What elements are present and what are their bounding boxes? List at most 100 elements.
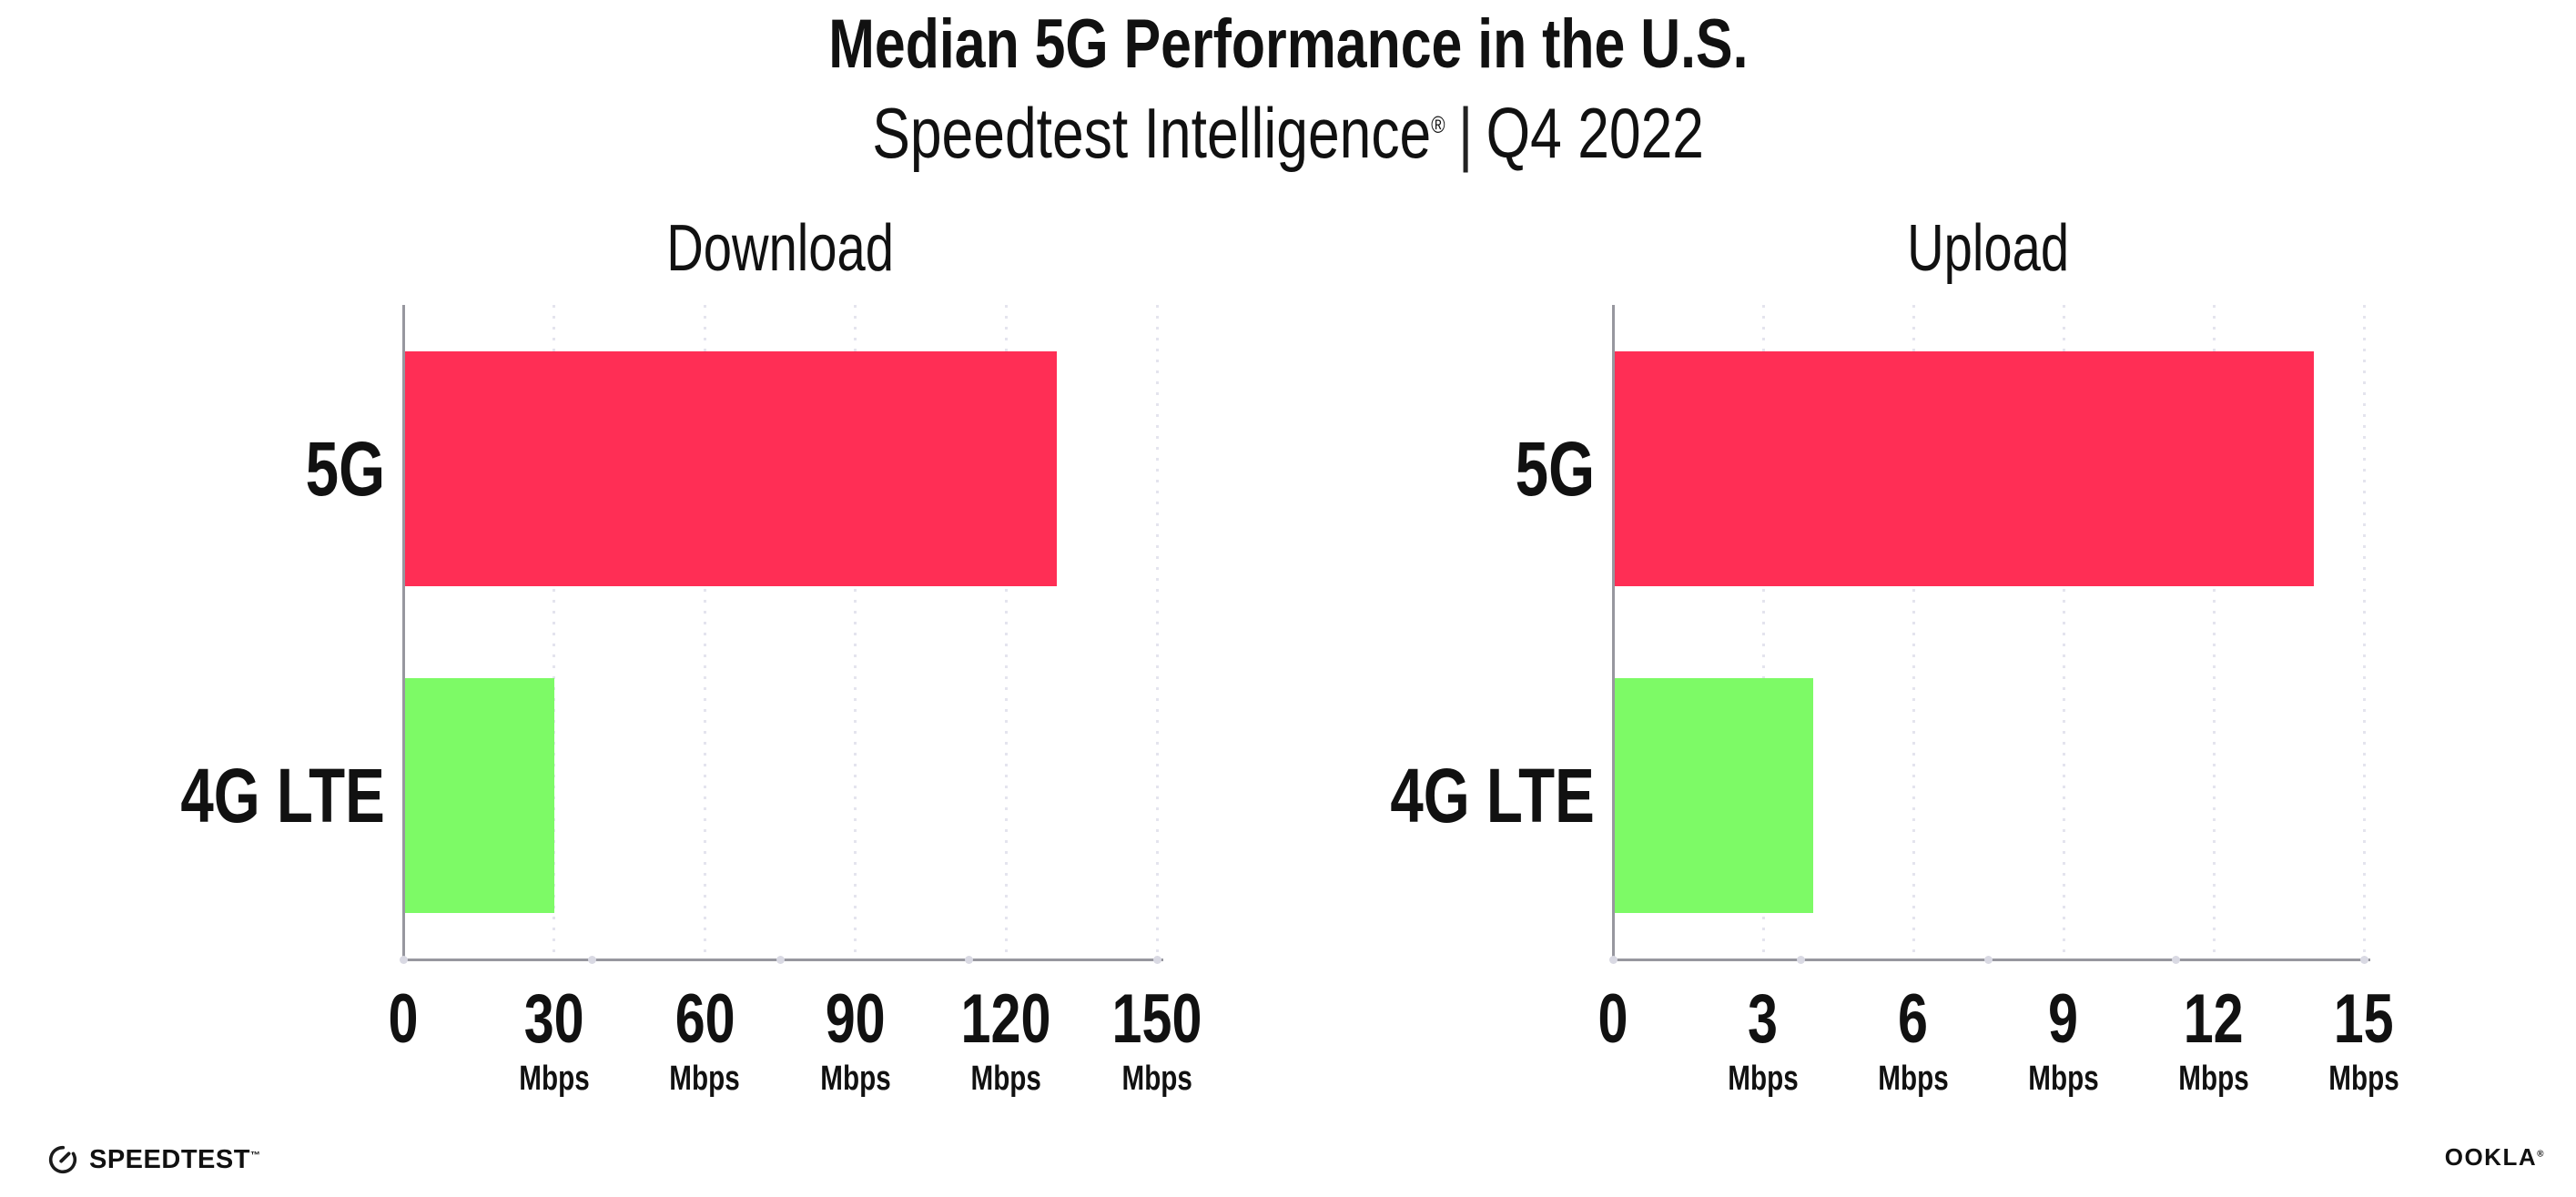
x-tick-label: 12 Mbps [2168, 983, 2258, 1099]
x-tick-label: 0 [384, 983, 422, 1056]
tick-value-text: 3 [1748, 980, 1779, 1058]
tick-value-text: 15 [2334, 980, 2394, 1058]
category-label-text: 4G LTE [180, 753, 385, 839]
tick-unit-text: Mbps [1121, 1060, 1192, 1098]
plot-area [399, 305, 1163, 964]
x-axis [1612, 958, 2370, 961]
gridline [1155, 305, 1159, 959]
tick-value: 3 [1718, 983, 1808, 1056]
tick-value-text: 60 [674, 980, 735, 1058]
tick-value: 15 [2318, 983, 2409, 1056]
x-tick-label: 60 Mbps [660, 980, 750, 1099]
y-axis [1612, 305, 1615, 959]
axis-tick-dot [2172, 955, 2181, 964]
speedtest-trademark-mark: ™ [249, 1149, 261, 1161]
tick-unit-text: Mbps [1728, 1060, 1799, 1098]
tick-value-text: 0 [388, 980, 419, 1058]
gridline [2362, 305, 2366, 959]
x-tick-label: 0 [1594, 983, 1632, 1056]
registered-trademark-mark: ® [1431, 111, 1445, 138]
panel-title-text: Download [666, 212, 894, 285]
plot-area [1608, 305, 2370, 964]
tick-unit-text: Mbps [1878, 1060, 1949, 1098]
tick-unit: Mbps [1868, 1060, 1958, 1098]
tick-value: 150 [1100, 983, 1215, 1056]
gridline [553, 305, 556, 959]
page-subtitle: Speedtest Intelligence® | Q4 2022 [0, 87, 2576, 178]
category-label-text: 4G LTE [1390, 753, 1595, 839]
category-label-5g: 5G [21, 428, 385, 510]
axis-tick-dot [1796, 955, 1805, 964]
x-axis [402, 958, 1163, 961]
tick-value-text: 0 [1597, 980, 1628, 1058]
page-title-text: Median 5G Performance in the U.S. [827, 5, 1749, 83]
gridline [1004, 305, 1008, 959]
speedtest-wordmark: SPEEDTEST™ [89, 1145, 260, 1175]
axis-tick-dot [399, 955, 408, 964]
tick-unit: Mbps [948, 1060, 1064, 1098]
axis-tick-dot [1152, 955, 1161, 964]
x-tick-label: 3 Mbps [1718, 983, 1808, 1099]
tick-value: 90 [810, 983, 900, 1056]
category-label-4g-lte: 4G LTE [1231, 755, 1595, 837]
tick-unit: Mbps [660, 1060, 750, 1098]
tick-unit-text: Mbps [2178, 1060, 2249, 1098]
tick-value-text: 120 [960, 980, 1051, 1058]
tick-value-text: 90 [825, 980, 886, 1058]
gridline [854, 305, 857, 959]
ookla-logo: OOKLA® [2445, 1143, 2545, 1172]
tick-value: 120 [948, 983, 1064, 1056]
speedtest-logo: SPEEDTEST™ [47, 1144, 260, 1175]
axis-tick-dot [2359, 955, 2368, 964]
tick-value: 0 [384, 983, 422, 1056]
category-label-text: 5G [1515, 425, 1595, 512]
tick-unit: Mbps [2018, 1060, 2108, 1098]
subtitle-period: Q4 2022 [1486, 93, 1704, 173]
tick-unit-text: Mbps [970, 1060, 1042, 1098]
x-tick-label: 30 Mbps [509, 983, 599, 1099]
x-tick-label: 9 Mbps [2018, 983, 2108, 1099]
tick-unit: Mbps [1718, 1060, 1808, 1098]
speedtest-label-text: SPEEDTEST [89, 1144, 250, 1174]
subtitle-separator: | [1457, 93, 1474, 173]
ookla-label-text: OOKLA [2444, 1143, 2538, 1171]
axis-tick-dot [964, 955, 973, 964]
tick-unit: Mbps [2318, 1060, 2409, 1098]
tick-unit: Mbps [2168, 1060, 2258, 1098]
tick-unit-text: Mbps [2028, 1060, 2099, 1098]
tick-value-text: 12 [2184, 980, 2244, 1058]
x-tick-label: 150 Mbps [1100, 983, 1215, 1099]
panel-title-upload: Upload [1613, 211, 2364, 286]
tick-unit-text: Mbps [518, 1060, 590, 1098]
download-5g-bar [403, 350, 1057, 586]
gridline [1912, 305, 1915, 959]
tick-value: 6 [1868, 983, 1958, 1056]
tick-unit: Mbps [1100, 1060, 1215, 1098]
tick-value-text: 6 [1898, 980, 1929, 1058]
tick-value-text: 150 [1111, 980, 1202, 1058]
tick-unit-text: Mbps [2328, 1060, 2399, 1098]
tick-value: 0 [1594, 983, 1632, 1056]
axis-tick-dot [776, 955, 785, 964]
tick-unit-text: Mbps [669, 1060, 740, 1098]
axis-tick-dot [1984, 955, 1993, 964]
y-axis [402, 305, 405, 959]
subtitle-brand: Speedtest Intelligence [872, 93, 1432, 173]
speedtest-gauge-icon [47, 1144, 78, 1175]
x-tick-label: 120 Mbps [948, 983, 1064, 1099]
axis-tick-dot [587, 955, 596, 964]
gridline [2212, 305, 2216, 959]
x-tick-label: 15 Mbps [2318, 983, 2409, 1099]
panel-title-text: Upload [1907, 212, 2070, 285]
tick-unit: Mbps [509, 1060, 599, 1098]
upload-4g-lte-bar [1613, 678, 1813, 914]
download-4g-lte-bar [403, 678, 554, 914]
tick-unit: Mbps [810, 1060, 900, 1098]
tick-value: 12 [2168, 983, 2258, 1056]
category-label-4g-lte: 4G LTE [21, 755, 385, 837]
x-tick-label: 6 Mbps [1868, 983, 1958, 1099]
x-axis-labels: 0 3 Mbps 6 Mbps 9 Mbps 12 Mbps 15 Mbps [1598, 983, 2399, 1111]
tick-unit-text: Mbps [820, 1060, 891, 1098]
